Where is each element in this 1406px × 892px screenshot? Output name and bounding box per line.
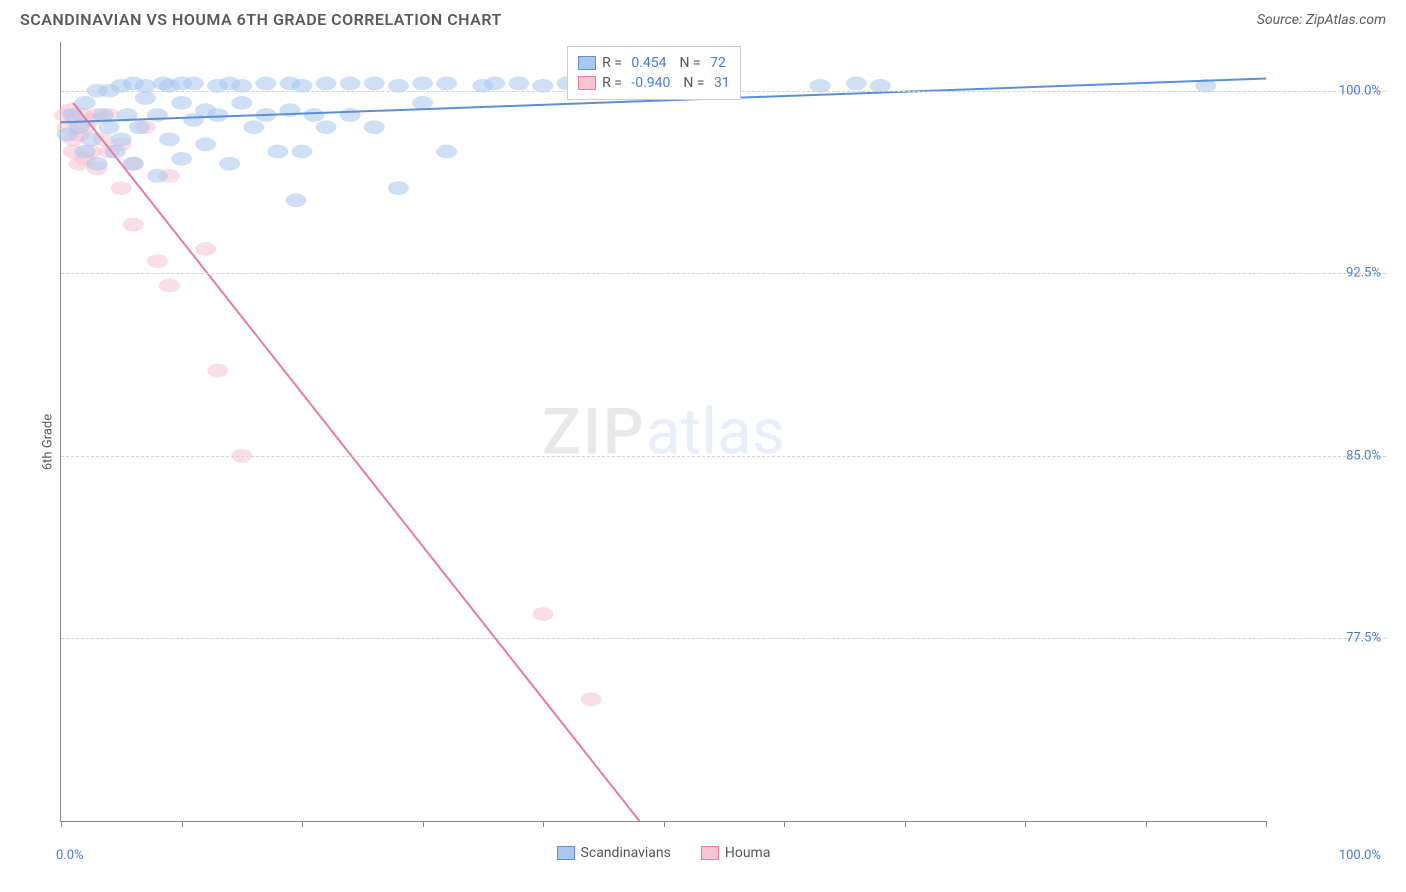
legend-row-houma: R = -0.940 N = 31 [578,73,730,93]
swatch-scandinavians [557,846,575,860]
series-legend: Scandinavians Houma [557,845,771,861]
point-scandinavians [195,138,215,151]
point-houma [533,607,553,620]
point-scandinavians [268,145,288,158]
point-scandinavians [256,77,276,90]
legend-n-value: 31 [714,75,730,91]
point-scandinavians [123,157,143,170]
point-scandinavians [316,77,336,90]
point-scandinavians [340,77,360,90]
source-attribution: Source: ZipAtlas.com [1257,12,1386,28]
y-tick-label: 100.0% [1339,83,1381,98]
legend-item-scandinavians: Scandinavians [557,845,671,861]
swatch-houma [701,846,719,860]
x-tick-label: 100.0% [1339,848,1381,863]
trendline-houma [73,103,639,821]
point-scandinavians [509,77,529,90]
point-scandinavians [207,108,227,121]
y-tick-label: 77.5% [1346,631,1381,646]
y-axis-label: 6th Grade [41,414,56,470]
point-scandinavians [846,77,866,90]
legend-label: Houma [725,845,771,861]
point-scandinavians [135,91,155,104]
y-tick-label: 92.5% [1346,266,1381,281]
legend-label: Scandinavians [581,845,671,861]
point-scandinavians [147,169,167,182]
plot-area: ZIPatlas R = 0.454 N = 72R = -0.940 N = … [60,42,1266,822]
point-houma [207,364,227,377]
correlation-legend: R = 0.454 N = 72R = -0.940 N = 31 [567,46,741,100]
point-scandinavians [436,77,456,90]
point-scandinavians [485,77,505,90]
point-scandinavians [111,133,131,146]
x-tick [1266,821,1267,827]
legend-item-houma: Houma [701,845,771,861]
legend-n-value: 72 [710,55,726,71]
point-houma [159,279,179,292]
point-scandinavians [304,108,324,121]
legend-r-value: -0.940 [631,75,670,91]
point-scandinavians [183,77,203,90]
swatch-scandinavians [578,56,596,70]
legend-r-label: R = [602,75,625,91]
gridline-h [61,456,1386,457]
legend-n-label: N = [673,55,705,71]
point-houma [581,693,601,706]
x-tick [784,821,785,827]
legend-r-value: 0.454 [631,55,666,71]
x-tick [302,821,303,827]
point-scandinavians [244,121,264,134]
point-scandinavians [171,152,191,165]
point-scandinavians [412,77,432,90]
x-tick [664,821,665,827]
point-houma [111,181,131,194]
point-houma [147,254,167,267]
point-scandinavians [219,157,239,170]
x-tick [543,821,544,827]
point-scandinavians [75,145,95,158]
point-scandinavians [159,133,179,146]
legend-n-label: N = [676,75,708,91]
point-scandinavians [412,96,432,109]
chart-title: SCANDINAVIAN VS HOUMA 6TH GRADE CORRELAT… [20,10,502,29]
gridline-h [61,638,1386,639]
point-scandinavians [171,96,191,109]
x-tick [1025,821,1026,827]
point-scandinavians [286,194,306,207]
chart-container: 6th Grade ZIPatlas R = 0.454 N = 72R = -… [50,42,1386,842]
x-tick [1146,821,1147,827]
point-houma [195,242,215,255]
x-tick [182,821,183,827]
point-scandinavians [292,145,312,158]
point-scandinavians [364,77,384,90]
point-scandinavians [364,121,384,134]
point-houma [123,218,143,231]
point-scandinavians [87,157,107,170]
legend-row-scandinavians: R = 0.454 N = 72 [578,53,730,73]
y-tick-label: 85.0% [1346,448,1381,463]
point-scandinavians [99,121,119,134]
point-scandinavians [340,108,360,121]
point-scandinavians [232,96,252,109]
x-tick [905,821,906,827]
x-tick-label: 0.0% [56,848,84,863]
swatch-houma [578,76,596,90]
x-tick [61,821,62,827]
legend-r-label: R = [602,55,625,71]
gridline-h [61,273,1386,274]
point-scandinavians [436,145,456,158]
x-tick [423,821,424,827]
point-scandinavians [316,121,336,134]
point-scandinavians [388,181,408,194]
point-scandinavians [129,121,149,134]
scatter-svg [61,42,1266,821]
